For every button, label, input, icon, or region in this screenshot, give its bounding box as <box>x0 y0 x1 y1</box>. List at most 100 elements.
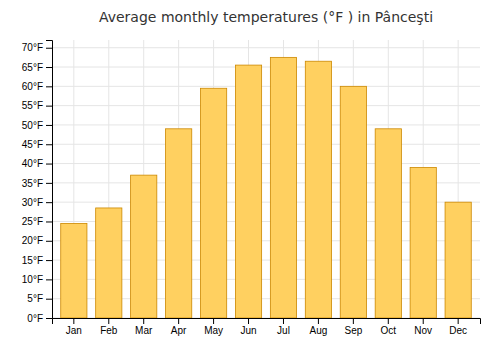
x-tick-label: Mar <box>135 325 153 336</box>
title: Average monthly temperatures (°F ) in Pâ… <box>99 9 433 25</box>
x-tick-label: Sep <box>344 325 362 336</box>
y-tick-label: 55°F <box>22 100 43 111</box>
y-tick-label: 40°F <box>22 158 43 169</box>
y-tick: 45°F <box>22 139 52 150</box>
y-grid-line <box>52 86 480 87</box>
x-tick: Nov <box>414 318 432 336</box>
y-axis-line <box>46 41 53 319</box>
bar <box>61 223 87 318</box>
bar <box>410 167 436 318</box>
x-tick-label: Aug <box>310 325 328 336</box>
y-tick: 15°F <box>22 255 52 266</box>
x-tick: Dec <box>449 318 467 336</box>
y-tick-mark <box>46 241 52 242</box>
x-tick-mark <box>318 318 319 324</box>
bar <box>235 65 261 318</box>
x-tick: Aug <box>310 318 328 336</box>
x-tick-label: Dec <box>449 325 467 336</box>
grid <box>52 40 480 318</box>
bar <box>166 129 192 318</box>
x-tick-mark <box>73 318 74 324</box>
x-tick-mark <box>388 318 389 324</box>
y-tick-label: 70°F <box>22 42 43 53</box>
x-tick: Feb <box>100 318 118 336</box>
x-tick: Apr <box>171 318 187 336</box>
x-tick-mark <box>458 318 459 324</box>
y-tick-mark <box>46 106 52 107</box>
y-tick-mark <box>46 202 52 203</box>
x-tick-mark <box>143 318 144 324</box>
bar <box>96 208 122 318</box>
y-tick-mark <box>46 86 52 87</box>
y-grid-line <box>52 124 480 125</box>
y-tick-label: 10°F <box>22 274 43 285</box>
y-tick-label: 0°F <box>27 313 43 324</box>
y-tick: 10°F <box>22 274 52 285</box>
y-tick-label: 5°F <box>27 293 43 304</box>
y-tick-mark <box>46 221 52 222</box>
x-tick-label: Jul <box>277 325 290 336</box>
bar <box>131 175 157 318</box>
plot-area: Jan Feb Mar Apr May Jun Jul Aug Sep Oct Nov Dec 0°F 5… <box>22 40 481 336</box>
y-tick: 60°F <box>22 81 52 92</box>
y-tick-label: 50°F <box>22 120 43 131</box>
bar <box>445 202 471 318</box>
x-axis: Jan Feb Mar Apr May Jun Jul Aug Sep Oct Nov Dec <box>53 318 481 336</box>
bar <box>305 61 331 318</box>
y-grid-line <box>52 105 480 106</box>
y-tick-label: 30°F <box>22 197 43 208</box>
y-tick-label: 35°F <box>22 178 43 189</box>
x-tick-mark <box>213 318 214 324</box>
x-tick: Oct <box>381 318 397 336</box>
y-tick-mark <box>46 144 52 145</box>
x-tick: Sep <box>344 318 362 336</box>
y-grid-line <box>52 67 480 68</box>
y-grid-line <box>52 47 480 48</box>
x-tick-mark <box>353 318 354 324</box>
x-tick-label: Apr <box>171 325 187 336</box>
y-tick-mark <box>46 164 52 165</box>
x-tick: Mar <box>135 318 153 336</box>
x-tick: May <box>204 318 223 336</box>
x-tick-label: Feb <box>100 325 118 336</box>
y-tick: 30°F <box>22 197 52 208</box>
x-tick-label: May <box>204 325 223 336</box>
y-grid-line <box>52 163 480 164</box>
y-tick: 20°F <box>22 235 52 246</box>
chart: Jan Feb Mar Apr May Jun Jul Aug Sep Oct Nov Dec 0°F 5… <box>0 0 500 350</box>
x-axis-line <box>53 319 481 325</box>
y-tick-mark <box>46 183 52 184</box>
y-tick-label: 60°F <box>22 81 43 92</box>
x-tick-mark <box>108 318 109 324</box>
y-grid-line <box>52 144 480 145</box>
y-tick-label: 45°F <box>22 139 43 150</box>
y-tick: 40°F <box>22 158 52 169</box>
y-tick-mark <box>46 67 52 68</box>
y-tick-mark <box>46 299 52 300</box>
x-tick-mark <box>248 318 249 324</box>
x-tick-mark <box>283 318 284 324</box>
y-tick: 70°F <box>22 42 52 53</box>
y-tick-label: 25°F <box>22 216 43 227</box>
y-tick-mark <box>46 48 52 49</box>
bar <box>200 88 226 318</box>
x-tick-mark <box>178 318 179 324</box>
y-tick: 5°F <box>27 293 52 304</box>
x-tick-mark <box>423 318 424 324</box>
x-tick-label: Jun <box>240 325 256 336</box>
y-tick-mark <box>46 125 52 126</box>
y-tick: 35°F <box>22 178 52 189</box>
x-tick: Jul <box>277 318 290 336</box>
y-tick-label: 15°F <box>22 255 43 266</box>
x-tick-label: Oct <box>381 325 397 336</box>
y-tick-label: 65°F <box>22 62 43 73</box>
bar <box>375 129 401 318</box>
x-tick: Jun <box>240 318 256 336</box>
y-tick: 0°F <box>27 313 52 324</box>
y-tick: 55°F <box>22 100 52 111</box>
y-tick-mark <box>46 318 52 319</box>
x-tick: Jan <box>66 318 82 336</box>
x-tick-label: Nov <box>414 325 432 336</box>
y-tick-mark <box>46 279 52 280</box>
y-tick-label: 20°F <box>22 235 43 246</box>
